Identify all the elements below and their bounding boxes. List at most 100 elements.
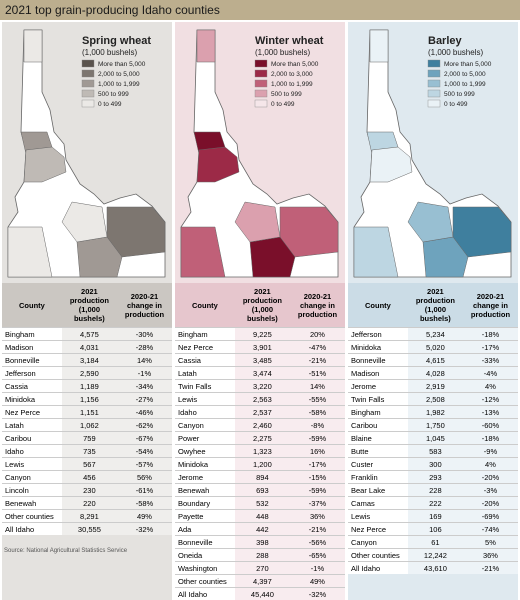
number-cell: 5%	[462, 535, 518, 549]
county-cell: Latah	[175, 366, 235, 380]
county-cell: Bear Lake	[348, 483, 408, 497]
county-cell: Lincoln	[2, 483, 62, 497]
county-cell: Benewah	[2, 496, 62, 510]
county-cell: All Idaho	[348, 561, 408, 574]
number-cell: -21%	[289, 353, 345, 367]
table-row: Canyon 61 5%	[348, 535, 518, 549]
legend-swatch	[254, 69, 268, 78]
number-cell: 532	[234, 496, 290, 510]
number-cell: -12%	[462, 392, 518, 406]
table-row: Lewis 169 -69%	[348, 509, 518, 523]
number-cell: 12,242	[407, 548, 463, 562]
legend-swatch	[427, 69, 441, 78]
table-row: Idaho 2,537 -58%	[175, 405, 345, 419]
column-header: 2020-21 change in production	[289, 283, 345, 328]
legend-swatch	[427, 89, 441, 98]
number-cell: -60%	[462, 418, 518, 432]
column-header: County	[2, 283, 62, 328]
number-cell: -58%	[116, 496, 172, 510]
county-cell: Caribou	[348, 418, 408, 432]
number-cell: 43,610	[407, 561, 463, 574]
number-cell: 16%	[289, 444, 345, 458]
county-cell: Other counties	[2, 509, 62, 523]
table-row: All Idaho 43,610 -21%	[348, 561, 518, 574]
table-row: Twin Falls 2,508 -12%	[348, 392, 518, 406]
county-cell: Canyon	[175, 418, 235, 432]
county-group	[180, 226, 226, 278]
number-cell: -17%	[289, 457, 345, 471]
table-row: Twin Falls 3,220 14%	[175, 379, 345, 393]
table-row: Other counties 8,291 49%	[2, 509, 172, 523]
number-cell: -61%	[116, 483, 172, 497]
number-cell: 288	[234, 548, 290, 562]
county-cell: Custer	[348, 457, 408, 471]
number-cell: 398	[234, 535, 290, 549]
legend-label: 0 to 499	[98, 101, 122, 108]
header-row: County 2021 production (1,000 bushels) 202…	[2, 283, 172, 328]
number-cell: -30%	[116, 327, 172, 341]
county-cell: Other counties	[175, 574, 235, 588]
number-cell: 14%	[289, 379, 345, 393]
number-cell: 230	[61, 483, 117, 497]
legend-label: 1,000 to 1,999	[444, 81, 486, 88]
table-row: Madison 4,031 -28%	[2, 340, 172, 354]
county-group	[23, 29, 43, 63]
table-row: Bingham 9,225 20%	[175, 327, 345, 341]
county-cell: Bingham	[175, 327, 235, 341]
number-cell: 293	[407, 470, 463, 484]
number-cell: 759	[61, 431, 117, 445]
source-note: Source: National Agricultural Statistics…	[4, 548, 128, 554]
number-cell: -20%	[462, 496, 518, 510]
table-row: Canyon 456 56%	[2, 470, 172, 484]
table-row: Latah 1,062 -62%	[2, 418, 172, 432]
number-cell: 30,555	[61, 522, 117, 535]
county-cell: Jefferson	[2, 366, 62, 380]
number-cell: -54%	[116, 444, 172, 458]
table-row: Latah 3,474 -51%	[175, 366, 345, 380]
county-cell: Canyon	[348, 535, 408, 549]
number-cell: -37%	[289, 496, 345, 510]
table-row: Lewis 567 -57%	[2, 457, 172, 471]
legend-swatch	[254, 89, 268, 98]
county-group	[369, 146, 413, 183]
county-cell: Nez Perce	[175, 340, 235, 354]
table-row: Idaho 735 -54%	[2, 444, 172, 458]
map: Winter wheat(1,000 bushels) More than 5,0…	[180, 29, 339, 278]
column-header: 2021 production (1,000 bushels)	[61, 283, 117, 328]
county-cell: Idaho	[175, 405, 235, 419]
header-row: County 2021 production (1,000 bushels) 202…	[348, 283, 518, 328]
table-row: Butte 583 -9%	[348, 444, 518, 458]
table-row: Bonneville 4,615 -33%	[348, 353, 518, 367]
table-row: Lincoln 230 -61%	[2, 483, 172, 497]
county-cell: Cassia	[175, 353, 235, 367]
number-cell: 448	[234, 509, 290, 523]
number-cell: 2,537	[234, 405, 290, 419]
column-header: County	[175, 283, 235, 328]
number-cell: 106	[407, 522, 463, 536]
number-cell: -46%	[116, 405, 172, 419]
county-cell: Jerome	[348, 379, 408, 393]
number-cell: 20%	[289, 327, 345, 341]
county-cell: Idaho	[2, 444, 62, 458]
table-row: Camas 222 -20%	[348, 496, 518, 510]
county-cell: Lewis	[2, 457, 62, 471]
number-cell: -20%	[462, 470, 518, 484]
column-header: 2021 production (1,000 bushels)	[234, 283, 290, 328]
number-cell: -65%	[289, 548, 345, 562]
county-group	[369, 29, 389, 63]
number-cell: 1,323	[234, 444, 290, 458]
county-cell: Lewis	[175, 392, 235, 406]
number-cell: -1%	[116, 366, 172, 380]
county-cell: Ada	[175, 522, 235, 536]
number-cell: -57%	[116, 457, 172, 471]
legend-swatch	[427, 59, 441, 68]
table-row: Benewah 220 -58%	[2, 496, 172, 510]
legend-label: 1,000 to 1,999	[98, 81, 140, 88]
table-row: Bingham 1,982 -13%	[348, 405, 518, 419]
column-header: 2020-21 change in production	[462, 283, 518, 328]
legend-swatch	[81, 69, 95, 78]
county-cell: Latah	[2, 418, 62, 432]
table-row: Other counties 12,242 36%	[348, 548, 518, 562]
legend-label: 2,000 to 3,000	[271, 71, 313, 78]
number-cell: 45,440	[234, 587, 290, 600]
